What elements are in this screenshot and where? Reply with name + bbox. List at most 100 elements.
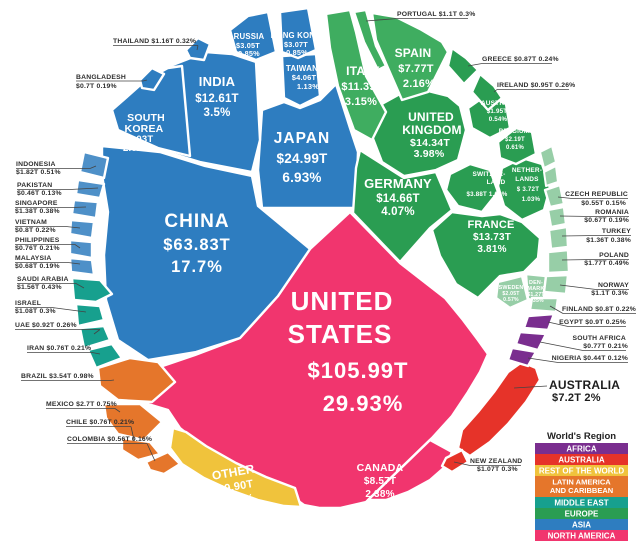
label-us-line1: STATES: [288, 319, 393, 349]
label-mexico-line0: MEXICO $2.7T 0.75%: [46, 401, 117, 408]
label-france-line1: $13.73T: [473, 232, 511, 243]
cell-singapore: [70, 198, 100, 220]
label-brazil-line0: BRAZIL $3.54T 0.98%: [21, 373, 94, 380]
label-russia-line2: 0.85%: [238, 49, 260, 58]
label-bangladesh-line1: $0.7T 0.19%: [76, 83, 117, 90]
leader-line-malaysia: [67, 262, 81, 265]
label-australia-line0: AUSTRALIA: [549, 378, 620, 392]
leader-line-ireland: [493, 89, 498, 93]
label-malaysia-line1: $0.68T 0.19%: [15, 263, 60, 270]
label-egypt-line0: EGYPT $0.9T 0.25%: [559, 319, 626, 326]
cell-poland: [546, 248, 571, 275]
cell-indonesia: [78, 150, 110, 180]
label-singapore-line1: $1.38T 0.38%: [15, 208, 60, 215]
leader-line-czech: [557, 196, 573, 199]
legend-swatch-3: [535, 476, 628, 497]
label-colombia-line0: COLOMBIA $0.56T 0.16%: [67, 436, 152, 443]
legend-swatch-0: [535, 443, 628, 454]
legend-swatch-2: [535, 465, 628, 476]
label-france-line2: 3.81%: [477, 244, 506, 255]
legend-label-6-line0: ASIA: [572, 521, 591, 530]
label-canada-line0: CANADA: [357, 462, 404, 474]
leader-line-egypt: [547, 321, 569, 327]
label-austria-line0: AUSTRIA: [481, 100, 511, 107]
label-czech-line1: $0.55T 0.15%: [581, 200, 626, 207]
cell-taiwan: [280, 52, 322, 108]
label-belgium-line1: $2.19T: [505, 137, 525, 143]
label-germany-line2: 4.07%: [381, 206, 415, 218]
label-uae-line0: UAE $0.92T 0.26%: [15, 322, 77, 329]
legend-label-0-line0: AFRICA: [566, 445, 596, 454]
legend-label-3-line1: AND CARIBBEAN: [550, 486, 613, 495]
label-china-line2: 17.7%: [171, 258, 223, 276]
label-other-line2: 2.76%: [221, 492, 255, 509]
cell-finland: [528, 296, 560, 314]
label-vietnam-line0: VIETNAM: [15, 219, 47, 226]
label-japan-line1: $24.99T: [277, 151, 328, 166]
label-hongkong-line0: HONG KONG: [271, 31, 322, 40]
cell-southafrica: [514, 330, 548, 352]
legend-swatch-4: [535, 497, 628, 508]
leader-line-singapore: [71, 206, 87, 208]
leader-line-brazil: [109, 379, 115, 381]
leader-line-turkey: [561, 235, 598, 237]
cell-bangladesh: [138, 66, 166, 92]
label-norway-line1: $1.1T 0.3%: [591, 290, 628, 297]
leader-line-philippines: [74, 244, 81, 249]
label-romania-line0: ROMANIA: [595, 209, 629, 216]
label-spain-line1: $7.77T: [398, 63, 434, 75]
label-czech-line0: CZECH REPUBLIC: [565, 191, 628, 198]
cell-china: [100, 144, 312, 362]
leader-line-pakistan: [69, 187, 99, 190]
label-taiwan-line2: 1.13%: [297, 82, 319, 91]
label-denmark-line0: DEN-: [529, 280, 543, 286]
label-netherlands-line1: LANDS: [515, 176, 539, 183]
legend-label-5-line0: EUROPE: [565, 510, 599, 519]
label-india-line0: INDIA: [199, 74, 236, 89]
label-germany-line1: $14.66T: [376, 193, 420, 205]
label-newzealand-line1: $1.07T 0.3%: [477, 466, 518, 473]
label-germany-line0: GERMANY: [364, 176, 432, 191]
legend-label-3-line0: LATIN AMERICA: [552, 478, 611, 487]
label-iran-line0: IRAN $0.76T 0.21%: [27, 345, 91, 352]
leader-line-greece: [467, 63, 483, 67]
cell-belgium: [496, 126, 538, 166]
cell-uae: [78, 324, 112, 350]
label-denmark-line2: $1.27T: [527, 292, 545, 298]
leader-line-newzealand: [453, 461, 471, 466]
cell-brazil: [96, 356, 177, 404]
leader-line-thailand: [196, 45, 199, 51]
label-romania-line1: $0.67T 0.19%: [584, 217, 629, 224]
label-australia-line1: $7.2T 2%: [552, 392, 601, 404]
label-indonesia-line1: $1.82T 0.51%: [16, 169, 61, 176]
legend-label-4-line0: MIDDLE EAST: [554, 499, 608, 508]
cell-saudiarabia: [70, 276, 114, 304]
cell-greece: [446, 46, 480, 86]
label-pakistan-line0: PAKISTAN: [17, 182, 52, 189]
label-italy-line0: ITALY: [346, 64, 380, 78]
cell-egypt: [522, 312, 556, 332]
leader-line-finland: [549, 305, 564, 314]
leader-line-bangladesh: [142, 79, 148, 82]
cell-europe-fragment-0: [539, 145, 557, 169]
label-israel-line0: ISRAEL: [15, 300, 41, 307]
leader-line-saudiarabia: [75, 283, 85, 289]
cell-italy: [324, 8, 388, 142]
label-netherlands-line2: $ 3.72T: [517, 186, 539, 193]
legend-swatch-6: [535, 519, 628, 530]
label-belgium-line2: 0.61%: [506, 145, 524, 151]
label-chile-line0: CHILE $0.76T 0.21%: [66, 419, 134, 426]
label-us-line0: UNITED: [291, 286, 394, 316]
cell-iran: [86, 342, 124, 370]
leader-line-poland: [561, 259, 595, 261]
cell-spain: [370, 11, 450, 102]
label-taiwan-line0: TAIWAN: [286, 64, 318, 73]
label-switzerland-line2: $3.88T 1.08%: [467, 191, 508, 198]
label-sweden-line2: 0.57%: [503, 297, 519, 303]
label-russia-line0: RUSSIA: [234, 32, 265, 41]
legend-swatch-1: [535, 454, 628, 465]
label-newzealand-line0: NEW ZEALAND: [470, 458, 522, 465]
cell-vietnam: [68, 218, 96, 240]
label-philippines-line1: $0.76T 0.21%: [15, 245, 60, 252]
